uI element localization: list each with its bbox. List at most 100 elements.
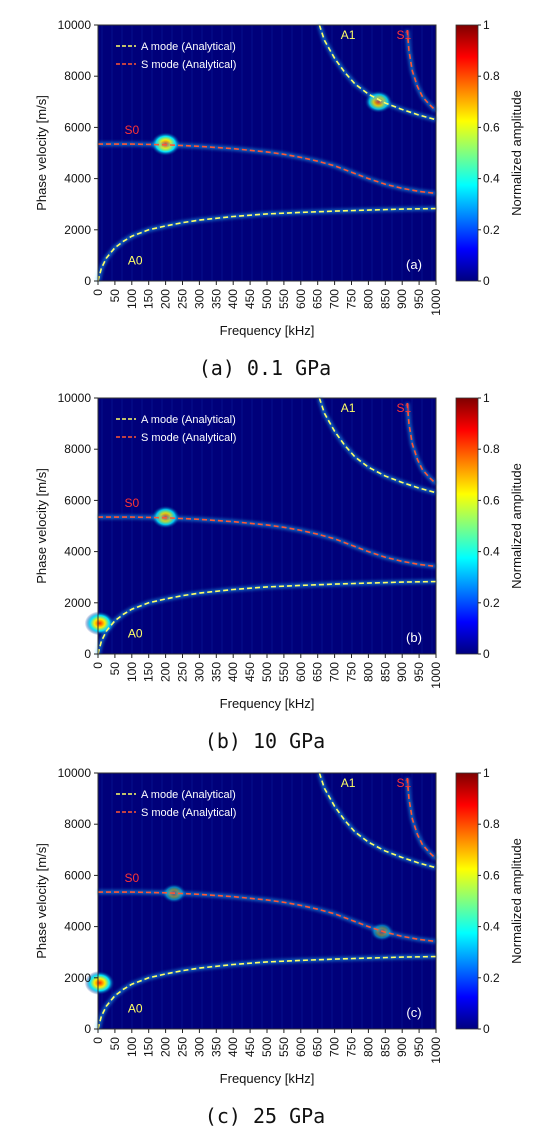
colorbar-tick-label: 0.2 <box>483 223 500 237</box>
x-tick-label: 150 <box>142 662 156 682</box>
analytical-curve-a0 <box>97 580 437 655</box>
colorbar <box>455 397 479 655</box>
x-tick-label: 650 <box>311 289 325 309</box>
y-tick-label: 2000 <box>64 223 91 237</box>
x-tick-label: 300 <box>192 289 206 309</box>
colorbar-tick-label: 0 <box>483 274 490 288</box>
panel-c: A0 S0 A1 S1 A mode (Analytical) S mode (Analy… <box>34 766 524 1128</box>
x-tick-label: 50 <box>108 1037 122 1051</box>
x-tick-label: 100 <box>125 662 139 682</box>
legend-entry: S mode (Analytical) <box>141 807 236 819</box>
x-tick-label: 300 <box>192 1037 206 1057</box>
x-tick-label: 250 <box>176 662 190 682</box>
x-tick-label: 650 <box>311 662 325 682</box>
x-tick-label: 950 <box>412 662 426 682</box>
panel-label: (b) <box>406 630 422 645</box>
y-tick-label: 8000 <box>64 69 91 83</box>
colorbar-tick-label: 0 <box>483 647 490 661</box>
analytical-curve-s1 <box>406 403 437 485</box>
analytical-curve-s1 <box>406 778 437 860</box>
mode-label-s0: S0 <box>124 871 139 885</box>
y-tick-label: 0 <box>84 647 91 661</box>
panel-a: A0 S0 A1 S1 A mode (Analytical) S mode (Analy… <box>34 18 524 380</box>
panel-b: A0 S0 A1 S1 A mode (Analytical) S mode (Analy… <box>34 391 524 753</box>
y-tick-label: 10000 <box>58 391 92 405</box>
colorbar-tick-label: 1 <box>483 391 490 405</box>
mode-label-a0: A0 <box>128 627 143 641</box>
legend-entry: A mode (Analytical) <box>141 414 236 426</box>
x-tick-label: 950 <box>412 289 426 309</box>
x-tick-label: 350 <box>209 662 223 682</box>
analytical-curve-s0 <box>98 143 437 195</box>
x-tick-label: 250 <box>176 289 190 309</box>
colorbar-tick-label: 0.4 <box>483 172 500 186</box>
y-axis-label: Phase velocity [m/s] <box>34 95 49 211</box>
x-tick-label: 600 <box>294 662 308 682</box>
colorbar-tick-label: 0.8 <box>483 69 500 83</box>
colorbar-tick-label: 0.4 <box>483 545 500 559</box>
legend-entry: S mode (Analytical) <box>141 59 236 71</box>
x-tick-label: 950 <box>412 1037 426 1057</box>
x-tick-label: 850 <box>378 1037 392 1057</box>
x-tick-label: 650 <box>311 1037 325 1057</box>
y-tick-label: 0 <box>84 274 91 288</box>
colorbar-label: Normalized amplitude <box>509 463 524 589</box>
x-axis-label: Frequency [kHz] <box>220 323 315 338</box>
x-tick-label: 250 <box>176 1037 190 1057</box>
y-tick-label: 8000 <box>64 442 91 456</box>
x-tick-label: 550 <box>277 289 291 309</box>
x-tick-label: 500 <box>260 289 274 309</box>
mode-label-a0: A0 <box>128 1002 143 1016</box>
analytical-curve-a1 <box>318 24 437 121</box>
colorbar-tick-label: 0.6 <box>483 120 500 134</box>
x-tick-label: 50 <box>108 289 122 303</box>
x-tick-label: 800 <box>361 289 375 309</box>
colorbar-tick-label: 0.8 <box>483 817 500 831</box>
x-tick-label: 850 <box>378 289 392 309</box>
analytical-curve-a1 <box>318 397 437 494</box>
panel-caption: (b) 10 GPa <box>205 729 325 753</box>
x-tick-label: 700 <box>328 289 342 309</box>
mode-label-a1: A1 <box>341 776 356 790</box>
x-tick-label: 300 <box>192 662 206 682</box>
y-tick-label: 8000 <box>64 817 91 831</box>
x-tick-label: 800 <box>361 662 375 682</box>
x-tick-label: 550 <box>277 662 291 682</box>
colorbar-tick-label: 0.6 <box>483 493 500 507</box>
x-tick-label: 450 <box>243 662 257 682</box>
colorbar-tick-label: 0 <box>483 1022 490 1036</box>
colorbar-tick-label: 0.2 <box>483 971 500 985</box>
x-tick-label: 700 <box>328 662 342 682</box>
mode-label-a1: A1 <box>341 401 356 415</box>
x-tick-label: 500 <box>260 1037 274 1057</box>
x-tick-label: 400 <box>226 662 240 682</box>
colorbar-tick-label: 1 <box>483 18 490 32</box>
x-tick-label: 700 <box>328 1037 342 1057</box>
x-tick-label: 750 <box>345 662 359 682</box>
x-tick-label: 600 <box>294 1037 308 1057</box>
x-tick-label: 100 <box>125 289 139 309</box>
x-tick-label: 400 <box>226 1037 240 1057</box>
analytical-curve-s0 <box>98 891 437 943</box>
analytical-curve-a0 <box>97 955 437 1030</box>
analytical-curve-s0 <box>98 516 437 568</box>
x-tick-label: 1000 <box>429 289 443 316</box>
colorbar-tick-label: 0.4 <box>483 920 500 934</box>
x-tick-label: 800 <box>361 1037 375 1057</box>
x-tick-label: 350 <box>209 1037 223 1057</box>
panel-label: (a) <box>406 257 422 272</box>
colorbar-label: Normalized amplitude <box>509 838 524 964</box>
mode-label-a0: A0 <box>128 254 143 268</box>
y-tick-label: 4000 <box>64 172 91 186</box>
y-tick-label: 4000 <box>64 920 91 934</box>
x-tick-label: 200 <box>159 662 173 682</box>
colorbar-tick-label: 0.2 <box>483 596 500 610</box>
colorbar <box>455 772 479 1030</box>
colorbar-tick-label: 1 <box>483 766 490 780</box>
x-tick-label: 50 <box>108 662 122 676</box>
mode-label-s1: S1 <box>397 776 412 790</box>
x-tick-label: 0 <box>91 289 105 296</box>
x-tick-label: 600 <box>294 289 308 309</box>
y-axis-label: Phase velocity [m/s] <box>34 468 49 584</box>
